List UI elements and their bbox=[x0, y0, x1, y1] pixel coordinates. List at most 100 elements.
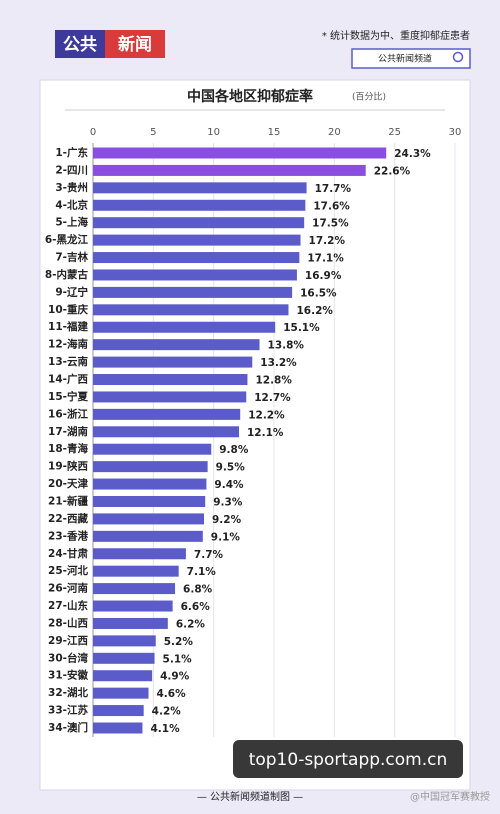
value-label: 15.1% bbox=[283, 322, 320, 334]
bar bbox=[93, 339, 260, 351]
y-tick-label: 15-宁夏 bbox=[48, 390, 88, 403]
bar bbox=[93, 356, 253, 368]
value-label: 17.1% bbox=[307, 253, 344, 265]
value-label: 4.6% bbox=[157, 688, 187, 700]
value-label: 24.3% bbox=[394, 148, 431, 160]
search-box[interactable] bbox=[351, 48, 471, 69]
value-label: 17.2% bbox=[309, 235, 346, 247]
bar bbox=[93, 565, 179, 577]
header-note: * 统计数据为中、重度抑郁症患者 bbox=[322, 29, 470, 42]
value-label: 22.6% bbox=[374, 165, 411, 177]
y-tick-label: 24-甘肃 bbox=[48, 547, 88, 560]
x-tick-label: 20 bbox=[328, 127, 341, 138]
search-icon[interactable] bbox=[452, 51, 464, 63]
value-label: 17.6% bbox=[313, 200, 350, 212]
watermark: @中国冠军赛教授 bbox=[410, 790, 490, 803]
value-label: 4.2% bbox=[152, 706, 182, 718]
bar bbox=[93, 304, 289, 316]
bar bbox=[93, 635, 156, 647]
value-label: 16.2% bbox=[296, 305, 333, 317]
bar bbox=[93, 670, 153, 682]
y-tick-label: 5-上海 bbox=[55, 216, 88, 229]
bar bbox=[93, 461, 208, 473]
y-tick-label: 20-天津 bbox=[48, 477, 88, 490]
bar bbox=[93, 199, 306, 211]
value-label: 4.9% bbox=[160, 671, 190, 683]
bar bbox=[93, 530, 203, 542]
value-label: 6.2% bbox=[176, 618, 206, 630]
value-label: 17.7% bbox=[315, 183, 352, 195]
bar bbox=[93, 426, 240, 438]
bar bbox=[93, 495, 206, 507]
value-label: 13.8% bbox=[268, 340, 305, 352]
y-tick-label: 21-新疆 bbox=[48, 494, 88, 507]
y-tick-label: 4-北京 bbox=[55, 198, 88, 211]
bar bbox=[93, 147, 387, 159]
x-tick-label: 10 bbox=[207, 127, 220, 138]
search-text: 公共新闻频道 bbox=[378, 53, 432, 65]
y-tick-label: 19-陕西 bbox=[48, 460, 88, 473]
y-tick-label: 14-广西 bbox=[48, 373, 88, 386]
footer: — 公共新闻频道制图 — bbox=[197, 790, 303, 803]
bar bbox=[93, 217, 305, 229]
value-label: 17.5% bbox=[312, 218, 349, 230]
value-label: 6.6% bbox=[181, 601, 211, 613]
y-tick-label: 29-江西 bbox=[48, 634, 88, 647]
y-tick-label: 30-台湾 bbox=[48, 651, 88, 664]
y-tick-label: 7-吉林 bbox=[55, 251, 88, 264]
logo-left-box bbox=[55, 30, 105, 58]
y-tick-label: 1-广东 bbox=[55, 146, 88, 159]
watermark-box bbox=[233, 740, 463, 778]
value-label: 12.8% bbox=[255, 375, 292, 387]
value-label: 16.5% bbox=[300, 287, 337, 299]
bar bbox=[93, 286, 293, 298]
bar bbox=[93, 408, 241, 420]
value-label: 5.1% bbox=[163, 653, 193, 665]
bar bbox=[93, 548, 186, 560]
value-label: 12.7% bbox=[254, 392, 291, 404]
bar bbox=[93, 600, 173, 612]
y-tick-label: 12-海南 bbox=[48, 338, 88, 351]
bar bbox=[93, 687, 149, 699]
bar bbox=[93, 513, 205, 525]
watermark: top10-sportapp.com.cn bbox=[249, 750, 448, 770]
bar bbox=[93, 652, 155, 664]
logo-right-box bbox=[105, 30, 165, 58]
bar bbox=[93, 391, 247, 403]
plot: 0 5 10 15 20 25 30 1-广东 24.3% 2-四川 22.6% 3-贵州 17.7% 4… bbox=[45, 127, 462, 737]
y-tick-label: 34-澳门 bbox=[48, 721, 88, 734]
bar bbox=[93, 617, 168, 629]
value-label: 9.2% bbox=[212, 514, 242, 526]
value-label: 9.3% bbox=[213, 496, 243, 508]
x-tick-label: 30 bbox=[449, 127, 462, 138]
y-tick-label: 32-湖北 bbox=[48, 686, 88, 699]
bar bbox=[93, 269, 297, 281]
chart-title: 中国各地区抑郁症率 bbox=[187, 88, 313, 105]
bar bbox=[93, 234, 301, 246]
y-tick-label: 31-安徽 bbox=[48, 669, 88, 682]
bar bbox=[93, 722, 143, 734]
y-tick-label: 26-河南 bbox=[48, 582, 88, 595]
value-label: 9.8% bbox=[219, 444, 249, 456]
bar bbox=[93, 321, 276, 333]
x-tick-label: 15 bbox=[268, 127, 281, 138]
y-tick-label: 17-湖南 bbox=[48, 425, 88, 438]
y-tick-label: 6-黑龙江 bbox=[45, 233, 89, 246]
y-tick-label: 27-山东 bbox=[48, 599, 88, 612]
value-label: 6.8% bbox=[183, 584, 213, 596]
bar bbox=[93, 164, 366, 176]
y-tick-label: 18-青海 bbox=[48, 442, 88, 455]
y-tick-label: 13-云南 bbox=[48, 355, 88, 368]
y-tick-label: 16-浙江 bbox=[48, 407, 88, 420]
y-tick-label: 2-四川 bbox=[55, 164, 88, 176]
logo-left: 公共 bbox=[63, 35, 97, 55]
bar bbox=[93, 583, 176, 595]
y-tick-label: 10-重庆 bbox=[48, 303, 88, 316]
y-tick-label: 33-江苏 bbox=[48, 704, 88, 717]
value-label: 16.9% bbox=[305, 270, 342, 282]
value-label: 9.5% bbox=[216, 462, 246, 474]
y-tick-label: 11-福建 bbox=[48, 320, 88, 333]
value-label: 12.2% bbox=[248, 409, 285, 421]
logo-right: 新闻 bbox=[118, 34, 152, 55]
